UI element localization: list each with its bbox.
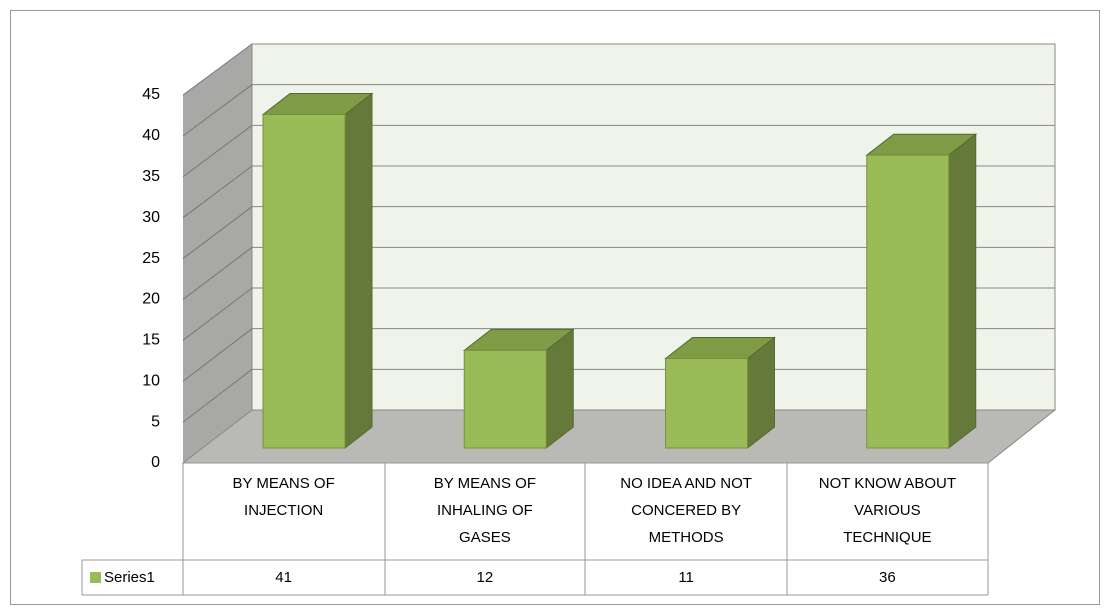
category-label: BY MEANS OF INHALING OF GASES <box>433 475 536 546</box>
y-tick-label: 5 <box>151 413 160 430</box>
grid-line-side <box>182 246 253 300</box>
grid-line-side <box>182 206 253 259</box>
y-tick-label: 10 <box>142 372 160 389</box>
y-tick-label: 15 <box>142 332 160 349</box>
y-tick-label: 40 <box>142 127 160 144</box>
grid-line-side <box>182 368 253 423</box>
bar <box>463 349 547 449</box>
y-tick-label: 35 <box>142 168 160 185</box>
table-value: 11 <box>678 569 694 586</box>
grid-line-side <box>182 287 253 341</box>
y-tick-label: 45 <box>142 86 160 103</box>
y-tick-label: 30 <box>142 209 160 226</box>
table-value: 12 <box>477 569 494 586</box>
legend-label: Series1 <box>104 569 155 586</box>
grid-line-side <box>182 328 253 382</box>
grid-line-side <box>182 43 253 96</box>
y-tick-label: 20 <box>142 291 160 308</box>
category-label: NOT KNOW ABOUT VARIOUS TECHNIQUE <box>818 475 956 546</box>
legend-swatch <box>90 572 101 583</box>
y-tick-label: 0 <box>151 454 160 471</box>
bar <box>665 358 748 449</box>
y-tick-label: 25 <box>142 250 160 267</box>
table-value: 36 <box>879 569 896 586</box>
table-value: 41 <box>275 569 292 586</box>
side-wall <box>183 44 252 463</box>
grid-line-side <box>182 84 253 137</box>
bar-side <box>948 133 977 450</box>
grid-line-side <box>182 165 253 219</box>
data-table <box>81 462 989 596</box>
bar <box>866 154 950 449</box>
bar <box>262 114 346 449</box>
grid-line-side <box>182 124 253 178</box>
category-label: BY MEANS OF INJECTION <box>232 475 335 519</box>
bar-side <box>344 92 373 450</box>
category-label: NO IDEA AND NOT CONCERED BY METHODS <box>620 475 752 546</box>
